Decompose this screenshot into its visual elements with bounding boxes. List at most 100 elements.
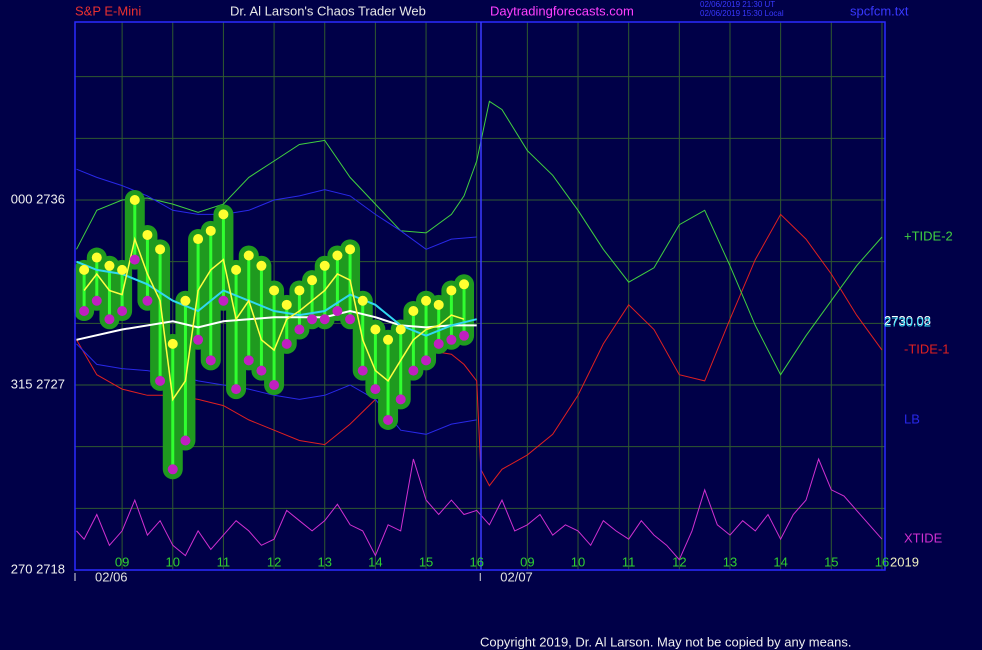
y-tick-label: 270 2718 bbox=[11, 561, 65, 576]
plot-area bbox=[74, 22, 885, 571]
high-dot bbox=[117, 264, 128, 275]
low-dot bbox=[167, 464, 178, 475]
x-tick-label: 14 bbox=[368, 554, 382, 569]
x-tick-label: 15 bbox=[824, 554, 838, 569]
high-dot bbox=[243, 250, 254, 261]
title: Dr. Al Larson's Chaos Trader Web bbox=[230, 3, 426, 18]
y-tick-label: 000 2736 bbox=[11, 191, 65, 206]
low-dot bbox=[180, 435, 191, 446]
date-label: 02/06 bbox=[95, 569, 128, 584]
x-tick-label: 11 bbox=[622, 554, 636, 569]
low-dot bbox=[459, 330, 470, 341]
site: Daytradingforecasts.com bbox=[490, 3, 634, 18]
low-dot bbox=[395, 394, 406, 405]
high-dot bbox=[408, 306, 419, 317]
low-dot bbox=[205, 355, 216, 366]
high-dot bbox=[459, 279, 470, 290]
high-dot bbox=[307, 275, 318, 286]
low-dot bbox=[193, 334, 204, 345]
x-tick-label: 15 bbox=[419, 554, 433, 569]
low-dot bbox=[79, 306, 90, 317]
low-dot bbox=[155, 375, 166, 386]
x-tick-label: 12 bbox=[672, 554, 686, 569]
high-dot bbox=[193, 234, 204, 245]
high-dot bbox=[205, 225, 216, 236]
date-label: 02/07 bbox=[500, 569, 533, 584]
x-tick-label: 13 bbox=[723, 554, 737, 569]
high-dot bbox=[129, 195, 140, 206]
low-dot bbox=[408, 365, 419, 376]
low-dot bbox=[421, 355, 432, 366]
x-tick-label: 14 bbox=[773, 554, 787, 569]
close-line bbox=[83, 236, 465, 402]
x-tick-label: 13 bbox=[318, 554, 332, 569]
high-dot bbox=[345, 244, 356, 255]
file-name: spcfcm.txt bbox=[850, 3, 909, 18]
high-dot bbox=[142, 229, 153, 240]
series-label: -TIDE-1 bbox=[904, 341, 950, 356]
low-dot bbox=[433, 338, 444, 349]
high-dot bbox=[218, 209, 229, 220]
series-line bbox=[76, 260, 477, 337]
x-tick-label: 10 bbox=[166, 554, 180, 569]
low-dot bbox=[243, 355, 254, 366]
high-dot bbox=[395, 324, 406, 335]
low-dot bbox=[256, 365, 267, 376]
high-dot bbox=[91, 252, 102, 263]
series-line bbox=[76, 100, 883, 376]
low-dot bbox=[307, 314, 318, 325]
high-dot bbox=[332, 250, 343, 261]
high-dot bbox=[180, 295, 191, 306]
low-dot bbox=[117, 306, 128, 317]
low-dot bbox=[345, 314, 356, 325]
y-tick-label: 315 2727 bbox=[11, 376, 65, 391]
year-label: 2019 bbox=[890, 554, 919, 569]
low-dot bbox=[383, 414, 394, 425]
series-line bbox=[76, 213, 883, 487]
low-dot bbox=[129, 254, 140, 265]
high-dot bbox=[319, 260, 330, 271]
low-dot bbox=[231, 384, 242, 395]
high-dot bbox=[433, 299, 444, 310]
high-dot bbox=[231, 264, 242, 275]
low-dot bbox=[294, 324, 305, 335]
high-dot bbox=[357, 295, 368, 306]
copyright: Copyright 2019, Dr. Al Larson. May not b… bbox=[480, 634, 851, 649]
x-tick-label: 16 bbox=[875, 554, 889, 569]
timestamp: 02/06/2019 21:30 UT bbox=[700, 0, 775, 9]
x-tick-label: 16 bbox=[469, 554, 483, 569]
x-tick-label: 11 bbox=[217, 554, 231, 569]
low-dot bbox=[104, 314, 115, 325]
low-dot bbox=[332, 306, 343, 317]
high-dot bbox=[294, 285, 305, 296]
high-dot bbox=[167, 338, 178, 349]
last-value-label: 2730.02 bbox=[884, 314, 931, 329]
low-dot bbox=[357, 365, 368, 376]
x-tick-label: 10 bbox=[571, 554, 585, 569]
x-tick-label: 09 bbox=[115, 554, 129, 569]
low-dot bbox=[370, 384, 381, 395]
low-dot bbox=[218, 295, 229, 306]
low-dot bbox=[281, 338, 292, 349]
plot-border bbox=[74, 21, 886, 571]
high-dot bbox=[269, 285, 280, 296]
symbol: S&P E-Mini bbox=[75, 3, 141, 18]
high-dot bbox=[421, 295, 432, 306]
high-dot bbox=[256, 260, 267, 271]
series-label: +TIDE-2 bbox=[904, 228, 953, 243]
high-dot bbox=[155, 244, 166, 255]
series-line bbox=[76, 457, 883, 561]
high-dot bbox=[281, 299, 292, 310]
low-dot bbox=[319, 314, 330, 325]
high-dot bbox=[446, 285, 457, 296]
series-label: XTIDE bbox=[904, 531, 943, 546]
low-dot bbox=[91, 295, 102, 306]
low-dot bbox=[269, 380, 280, 391]
x-tick-label: 12 bbox=[267, 554, 281, 569]
low-dot bbox=[446, 334, 457, 345]
low-dot bbox=[142, 295, 153, 306]
x-tick-label: 09 bbox=[520, 554, 534, 569]
series-label: LB bbox=[904, 411, 920, 426]
